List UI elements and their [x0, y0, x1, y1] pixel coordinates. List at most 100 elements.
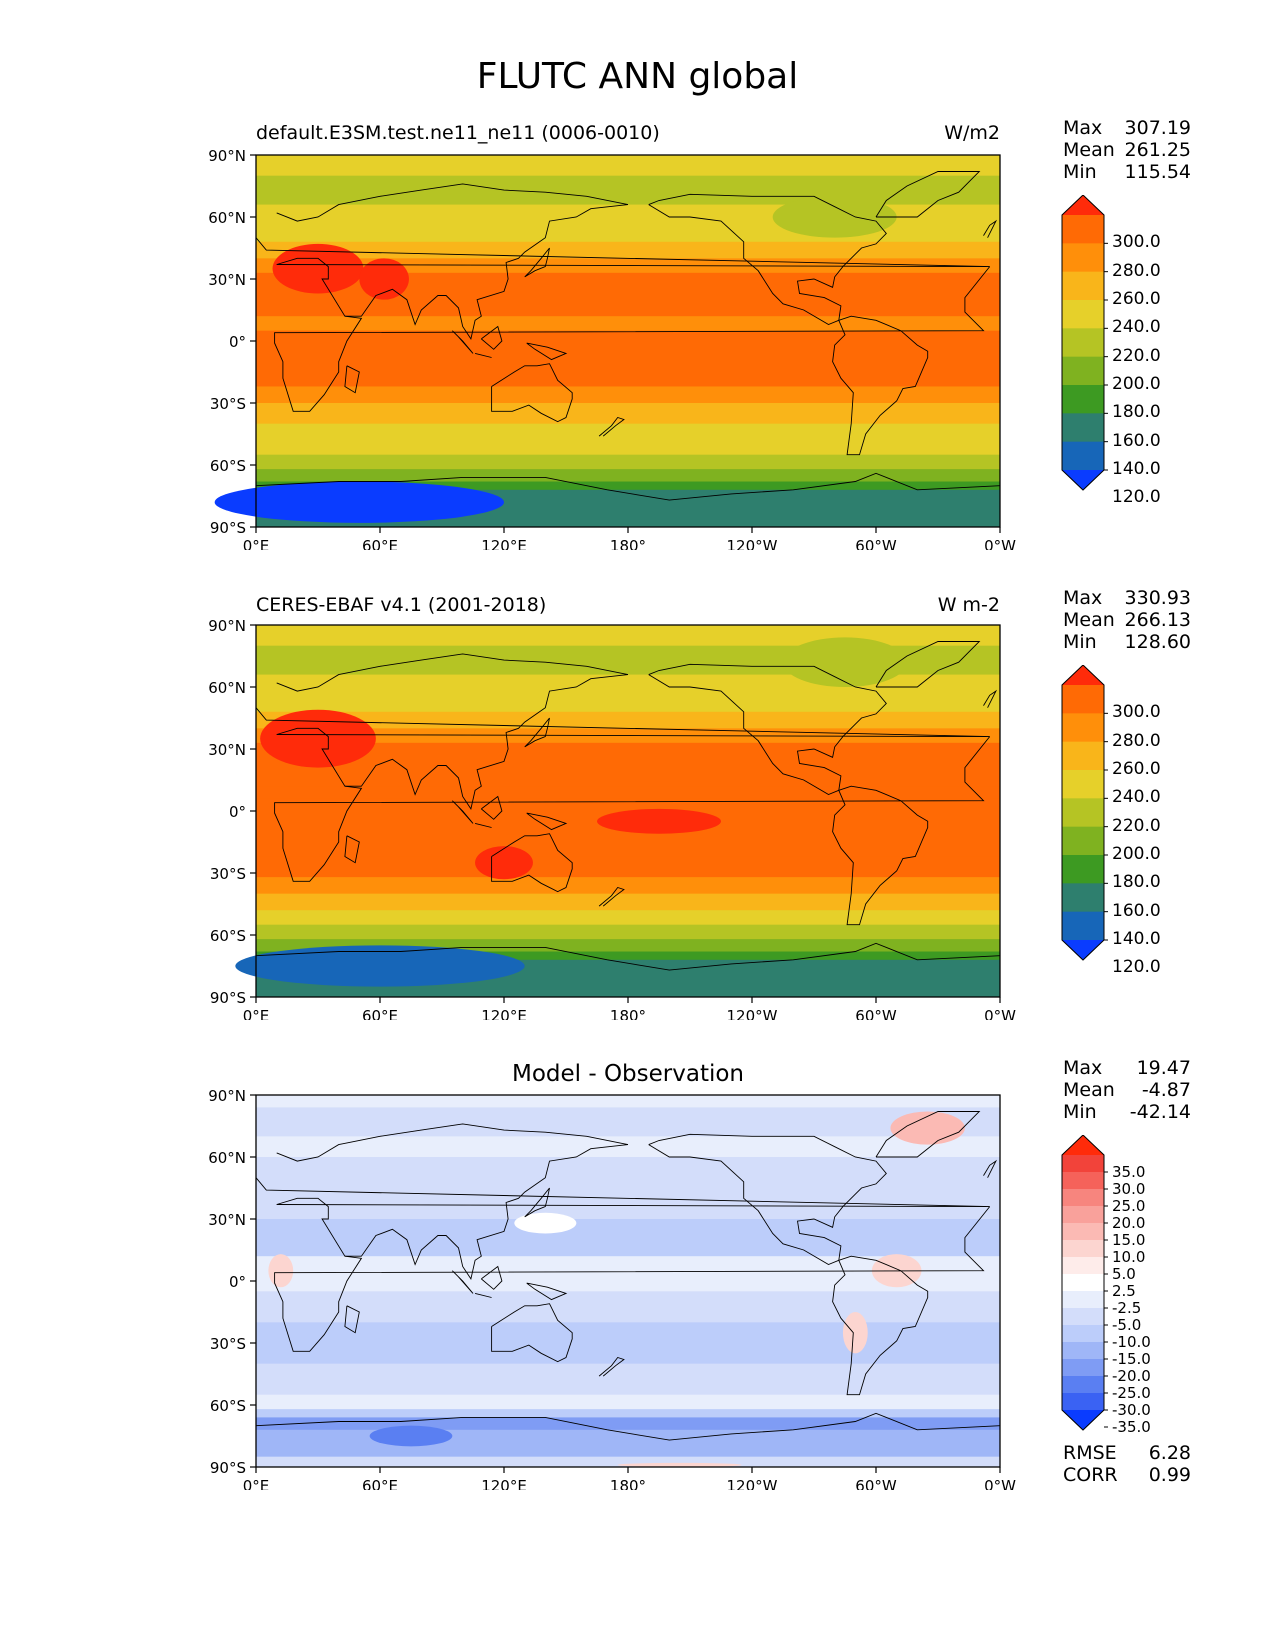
- coastline: [344, 365, 360, 394]
- colorbar-extend-max: [1062, 1135, 1104, 1155]
- coastline: [648, 193, 887, 326]
- colorbar-segment: [1062, 1291, 1104, 1309]
- coastline: [598, 416, 625, 437]
- axis-ticks: 90°N 60°N 30°N 0° 30°S 60°S 90°S0°E 60°E 120°E 18…: [208, 617, 1016, 1020]
- coastline: [491, 1303, 573, 1363]
- colorbar-segment: [1062, 328, 1104, 358]
- coastline: [481, 795, 503, 820]
- colorbar-tick-label: 260.0: [1112, 289, 1161, 309]
- colorbar-tick-label: 220.0: [1112, 815, 1161, 836]
- colorbar-segment: [1062, 1189, 1104, 1207]
- contour-field: [235, 625, 1000, 998]
- contour-band: [256, 877, 1000, 895]
- contour-patch: [890, 1111, 965, 1145]
- stat-label: Min: [1063, 1101, 1097, 1123]
- coastlines: [255, 641, 1001, 971]
- coastline: [832, 315, 929, 456]
- contour-band: [256, 1394, 1000, 1410]
- colorbar-segment: [1062, 215, 1104, 244]
- colorbar-segment: [1062, 356, 1104, 386]
- colorbar-segment: [1062, 413, 1104, 443]
- lat-tick-label: 60°N: [208, 1149, 246, 1167]
- colorbar-tick-label: 180.0: [1112, 872, 1161, 893]
- contour-band: [256, 1363, 1000, 1396]
- contour-patch: [772, 196, 897, 238]
- lat-tick-label: 90°S: [210, 1459, 246, 1477]
- colorbar-segment: [1062, 883, 1104, 913]
- colorbar-segment: [1062, 1223, 1104, 1241]
- coastline: [598, 1356, 625, 1377]
- colorbar-tick-label: 180.0: [1112, 402, 1161, 423]
- map-panel-model: default.E3SM.test.ne11_ne11 (0006-0010) …: [208, 122, 1016, 550]
- lon-tick-label: 180°: [610, 1477, 646, 1490]
- stats-panel-model: Max 307.19 Mean 261.25 Min 115.54: [1063, 117, 1191, 183]
- metric-label: RMSE: [1063, 1442, 1117, 1464]
- lon-tick-label: 120°E: [481, 1477, 527, 1490]
- lat-tick-label: 60°N: [208, 209, 246, 227]
- coastline: [255, 1144, 990, 1281]
- coastline: [276, 183, 629, 222]
- lat-tick-label: 30°N: [208, 741, 246, 759]
- stat-label: Min: [1063, 631, 1097, 653]
- coastline: [526, 342, 568, 361]
- coastline: [474, 822, 492, 828]
- lon-tick-label: 0°W: [984, 537, 1016, 550]
- contour-patch: [272, 243, 364, 294]
- coastline: [526, 1282, 568, 1301]
- coastline: [491, 833, 573, 893]
- colorbar-tick-label: 120.0: [1112, 487, 1161, 508]
- stat-label: Mean: [1063, 139, 1115, 161]
- colorbar-extend-min: [1062, 1410, 1104, 1430]
- stat-value: 330.93: [1124, 587, 1191, 609]
- coastlines: [255, 171, 1001, 501]
- colorbar-segment: [1062, 855, 1104, 884]
- stat-value: 128.60: [1124, 631, 1191, 653]
- lat-tick-label: 30°N: [208, 271, 246, 289]
- colorbar-tick-label: -5.0: [1112, 1316, 1142, 1334]
- contour-patch: [842, 1312, 868, 1354]
- lat-tick-label: 0°: [229, 803, 246, 821]
- coastline: [832, 1255, 929, 1396]
- coastline: [255, 472, 1001, 501]
- colorbar-tick-label: 2.5: [1112, 1282, 1136, 1300]
- colorbar-segment: [1062, 1359, 1104, 1377]
- coastline: [481, 1265, 503, 1290]
- colorbar-segment: [1062, 1240, 1104, 1258]
- colorbar-tick-label: 160.0: [1112, 430, 1161, 451]
- colorbar-model: [1061, 195, 1108, 491]
- coastline: [598, 886, 625, 907]
- colorbar-tick-label: 220.0: [1112, 345, 1161, 366]
- colorbar-segment: [1062, 271, 1104, 301]
- colorbar-segment: [1062, 685, 1104, 714]
- contour-patch: [235, 945, 525, 987]
- coastline: [451, 800, 474, 824]
- coastline: [524, 247, 550, 278]
- colorbar-segment: [1062, 1393, 1104, 1411]
- contour-band: [256, 454, 1000, 470]
- contour-band: [256, 742, 1000, 787]
- metrics-block: RMSE 6.28 CORR 0.99: [1063, 1442, 1191, 1486]
- colorbar-segment: [1062, 713, 1104, 743]
- coastline: [983, 1159, 998, 1178]
- colorbar-tick-label: 160.0: [1112, 900, 1161, 921]
- colorbar-segment: [1062, 1206, 1104, 1224]
- contour-band: [256, 316, 1000, 332]
- colorbar-tick-label: 300.0: [1112, 232, 1161, 253]
- coastline: [875, 641, 981, 688]
- colorbar-diff: [1061, 1135, 1108, 1431]
- axis-ticks: 90°N 60°N 30°N 0° 30°S 60°S 90°S0°E 60°E 120°E 18…: [208, 1087, 1016, 1490]
- panel-left-title: default.E3SM.test.ne11_ne11 (0006-0010): [256, 122, 660, 144]
- colorbar-extend-min: [1062, 470, 1104, 490]
- contour-band: [256, 786, 1000, 800]
- stat-value: 115.54: [1124, 161, 1191, 183]
- lon-tick-label: 60°W: [855, 537, 897, 550]
- coastline: [255, 1412, 1001, 1441]
- stat-label: Max: [1063, 117, 1103, 139]
- lat-tick-label: 30°N: [208, 1211, 246, 1229]
- stats-panel-diff: Max 19.47 Mean -4.87 Min -42.14: [1063, 1057, 1191, 1123]
- coastline: [276, 1123, 629, 1162]
- colorbar-tick-label: 240.0: [1112, 787, 1161, 808]
- colorbar-segment: [1062, 441, 1104, 471]
- map-panel-obs: CERES-EBAF v4.1 (2001-2018) W m-2 90°N 60…: [208, 594, 1016, 1020]
- contour-band: [256, 1107, 1000, 1137]
